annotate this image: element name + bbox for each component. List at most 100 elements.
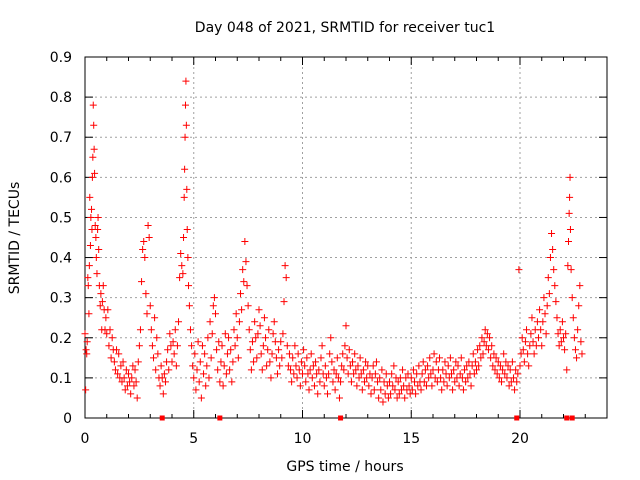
data-point	[566, 193, 574, 201]
data-point	[289, 354, 297, 362]
data-point	[548, 229, 556, 237]
data-point	[407, 374, 415, 382]
data-point	[418, 370, 426, 378]
data-point	[528, 314, 536, 322]
data-point	[353, 382, 361, 390]
data-point	[401, 394, 409, 402]
data-point	[455, 382, 463, 390]
data-point	[393, 394, 401, 402]
data-point	[419, 358, 427, 366]
data-point	[480, 338, 488, 346]
data-point	[186, 326, 194, 334]
data-point	[337, 378, 345, 386]
data-point	[521, 338, 529, 346]
data-point	[520, 358, 528, 366]
data-point	[168, 358, 176, 366]
data-point	[134, 358, 142, 366]
data-point	[106, 326, 114, 334]
data-point	[255, 306, 263, 314]
data-point	[82, 346, 90, 354]
data-point	[500, 350, 508, 358]
data-point	[293, 374, 301, 382]
data-point	[91, 221, 99, 229]
data-point	[250, 358, 258, 366]
data-point	[164, 346, 172, 354]
data-point	[201, 350, 209, 358]
gap-marker	[338, 415, 344, 421]
data-point	[414, 382, 422, 390]
data-point	[347, 378, 355, 386]
data-point	[235, 318, 243, 326]
data-point	[420, 378, 428, 386]
data-point	[142, 290, 150, 298]
data-point	[553, 314, 561, 322]
data-point	[576, 282, 584, 290]
data-point	[447, 370, 455, 378]
data-point	[577, 338, 585, 346]
data-point	[279, 330, 287, 338]
data-point	[549, 246, 557, 254]
data-point	[215, 338, 223, 346]
data-point	[481, 326, 489, 334]
data-point	[555, 342, 563, 350]
data-point	[305, 386, 313, 394]
data-point	[474, 346, 482, 354]
data-point	[321, 362, 329, 370]
data-point	[284, 362, 292, 370]
data-point	[173, 342, 181, 350]
data-point	[154, 350, 162, 358]
data-point	[194, 338, 202, 346]
data-point	[379, 398, 387, 406]
data-point	[133, 394, 141, 402]
data-point	[426, 354, 434, 362]
data-point	[184, 254, 192, 262]
data-point	[94, 213, 102, 221]
data-point	[327, 334, 335, 342]
data-point	[268, 350, 276, 358]
data-point	[88, 205, 96, 213]
data-point	[256, 322, 264, 330]
data-point	[135, 342, 143, 350]
data-point	[121, 386, 129, 394]
data-point	[270, 318, 278, 326]
data-point	[450, 366, 458, 374]
y-tick-label: 0.7	[50, 130, 72, 146]
data-point	[252, 334, 260, 342]
data-point	[372, 358, 380, 366]
data-point	[172, 362, 180, 370]
y-tick-label: 0.3	[50, 291, 72, 307]
x-tick-label: 5	[189, 431, 198, 447]
data-point	[138, 278, 146, 286]
data-point	[285, 350, 293, 358]
data-point	[251, 318, 259, 326]
y-tick-label: 0.5	[50, 210, 72, 226]
data-point	[334, 374, 342, 382]
y-tick-label: 0.6	[50, 170, 72, 186]
data-point	[329, 378, 337, 386]
data-point	[158, 374, 166, 382]
data-point	[288, 378, 296, 386]
data-point	[516, 362, 524, 370]
data-point	[307, 350, 315, 358]
data-point	[196, 358, 204, 366]
data-point	[110, 358, 118, 366]
data-point	[421, 366, 429, 374]
data-point	[222, 370, 230, 378]
data-point	[240, 278, 248, 286]
axes	[84, 56, 608, 419]
grid-lines	[85, 57, 607, 418]
gap-marker	[217, 415, 223, 421]
data-point	[140, 238, 148, 246]
data-point	[301, 362, 309, 370]
data-point	[546, 254, 554, 262]
data-point	[304, 370, 312, 378]
data-point	[519, 346, 527, 354]
data-point	[209, 302, 217, 310]
data-point	[217, 358, 225, 366]
data-point	[262, 334, 270, 342]
data-point	[464, 374, 472, 382]
data-point	[205, 374, 213, 382]
data-point	[93, 270, 101, 278]
data-point	[237, 290, 245, 298]
